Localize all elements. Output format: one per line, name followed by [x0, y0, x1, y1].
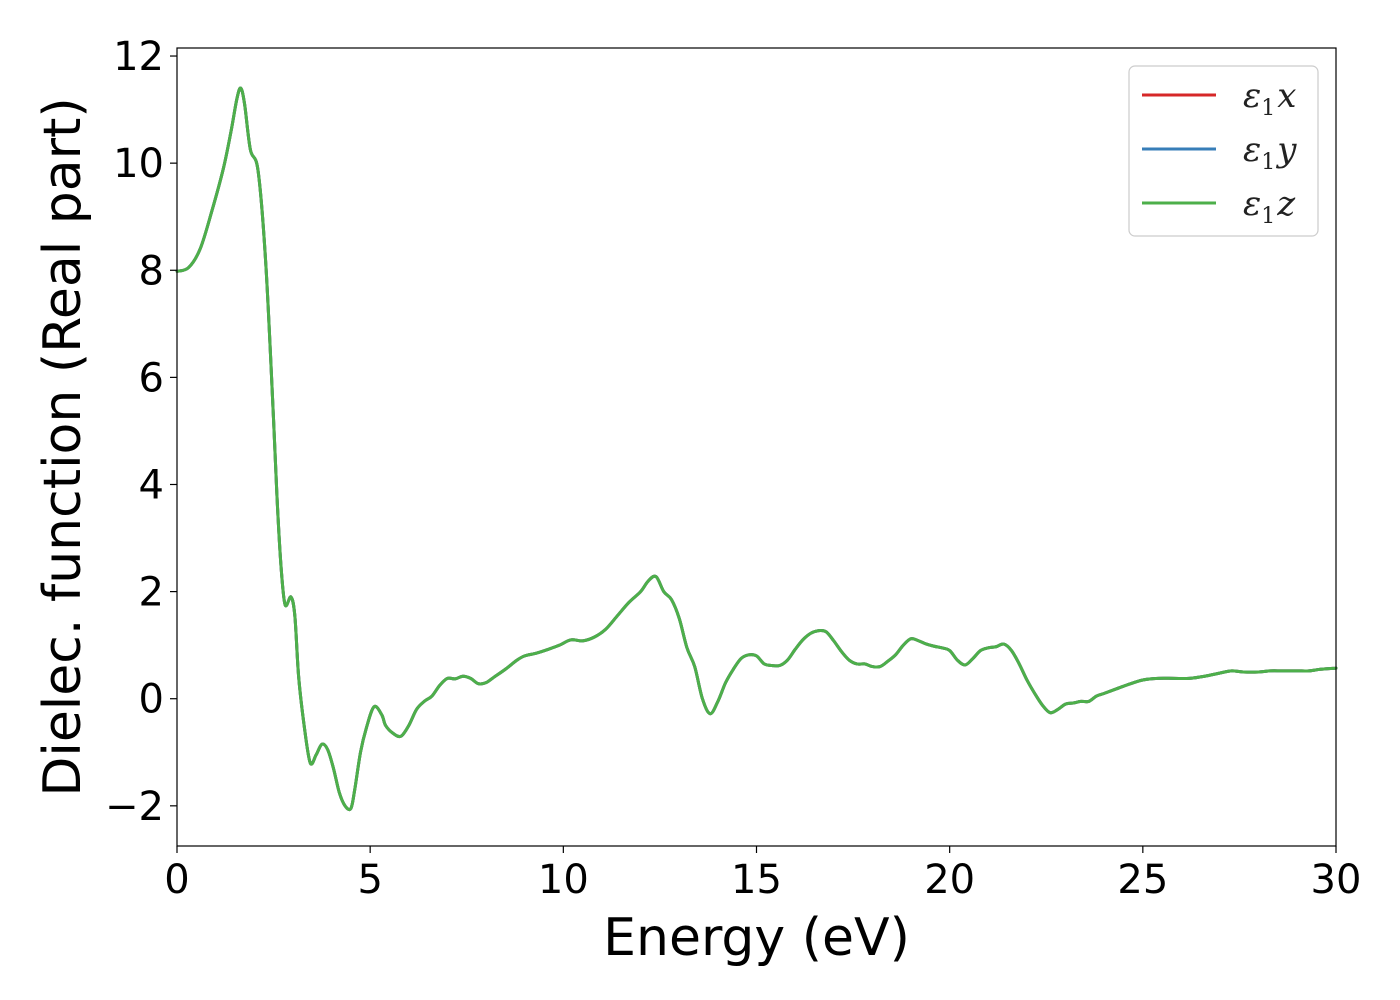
- y-tick-label: 0: [139, 677, 164, 723]
- legend-label-y: ε1y: [1243, 130, 1297, 175]
- legend-label-component: z: [1276, 184, 1296, 224]
- y-tick-label: −2: [105, 784, 164, 830]
- x-tick-label: 30: [1311, 857, 1362, 903]
- x-tick-label: 20: [924, 857, 975, 903]
- legend-box: [1128, 65, 1319, 237]
- legend-label-z: ε1z: [1243, 184, 1296, 229]
- legend-label-subscript: 1: [1261, 204, 1275, 229]
- x-axis-label: Energy (eV): [603, 908, 910, 968]
- x-tick-label: 0: [164, 857, 189, 903]
- x-tick-label: 5: [357, 857, 382, 903]
- y-axis-label: Dielec. function (Real part): [33, 97, 93, 796]
- legend-label-base: ε: [1243, 76, 1261, 116]
- legend-label-component: x: [1277, 76, 1296, 116]
- series-layer: [175, 86, 1338, 812]
- y-tick-label: 6: [139, 355, 164, 401]
- y-tick-label: 4: [139, 462, 164, 508]
- y-tick-label: 8: [139, 248, 164, 294]
- series-line-z: [175, 86, 1338, 812]
- y-axis-ticks: −2 0 2 4 6 8 10 12: [105, 34, 177, 830]
- legend-label-base: ε: [1243, 130, 1261, 170]
- x-tick-label: 25: [1117, 857, 1168, 903]
- legend-label-component: y: [1275, 130, 1297, 170]
- y-tick-label: 10: [113, 141, 164, 187]
- legend-label-base: ε: [1243, 184, 1261, 224]
- x-tick-label: 15: [731, 857, 782, 903]
- legend-label-x: ε1x: [1243, 76, 1296, 121]
- legend-label-subscript: 1: [1261, 150, 1275, 175]
- x-axis-ticks: 0 5 10 15 20 25 30: [164, 846, 1361, 903]
- y-tick-label: 2: [139, 570, 164, 616]
- legend-label-subscript: 1: [1261, 96, 1275, 121]
- x-tick-label: 10: [538, 857, 589, 903]
- y-tick-label: 12: [113, 34, 164, 80]
